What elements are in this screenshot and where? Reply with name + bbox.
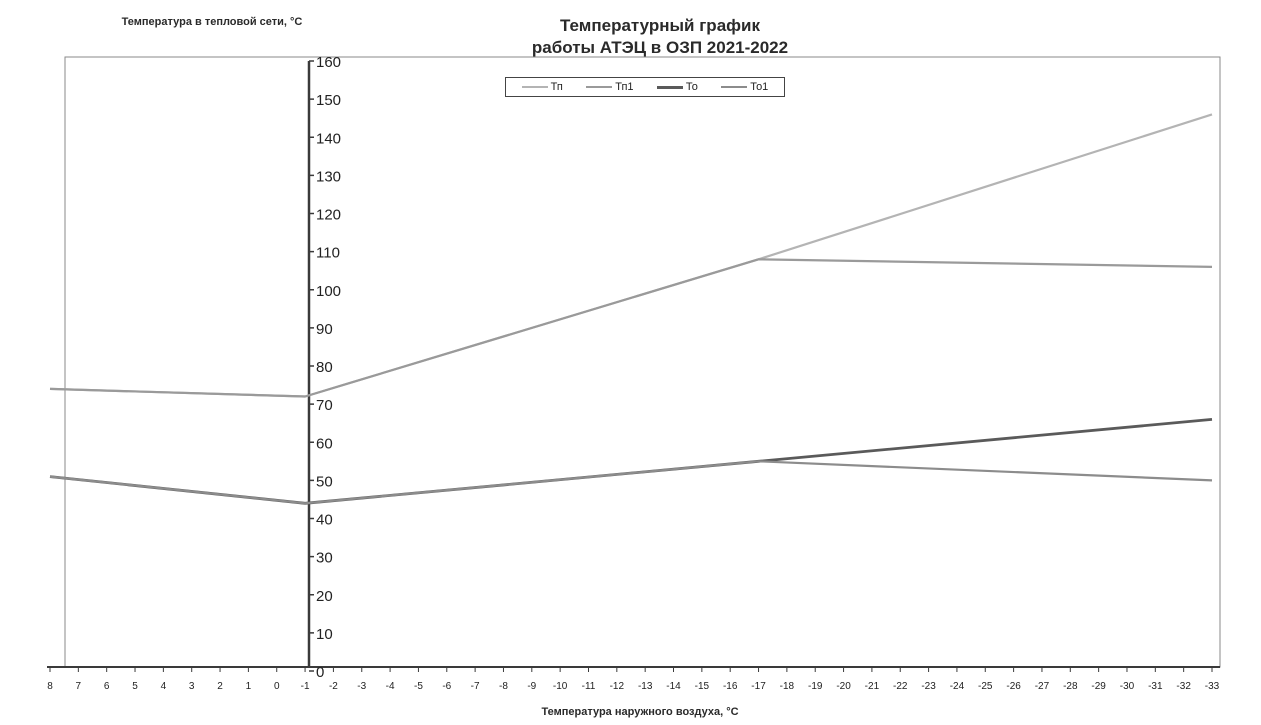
x-tick-label: -6 — [442, 681, 451, 692]
x-tick-label: -21 — [865, 681, 880, 692]
x-tick-label: -22 — [893, 681, 908, 692]
y-tick-label: 150 — [316, 92, 341, 109]
x-tick-label: -11 — [582, 681, 596, 692]
x-tick-label: 1 — [246, 681, 252, 692]
legend-item-tp: Тп — [521, 81, 563, 93]
x-tick-label: 6 — [104, 681, 110, 692]
x-tick-label: 4 — [161, 681, 167, 692]
x-tick-label: -25 — [978, 681, 993, 692]
y-tick-label: 70 — [316, 397, 333, 414]
x-tick-label: -18 — [780, 681, 795, 692]
x-tick-label: -4 — [386, 681, 395, 692]
x-tick-label: 0 — [274, 681, 280, 692]
x-tick-label: -5 — [414, 681, 423, 692]
x-tick-label: -23 — [921, 681, 936, 692]
series-line-3 — [49, 418, 1213, 505]
y-tick-label: 10 — [316, 626, 333, 643]
x-tick-label: -32 — [1176, 681, 1191, 692]
x-tick-label: 2 — [217, 681, 223, 692]
y-tick-label: 140 — [316, 130, 341, 147]
y-tick-label: 50 — [316, 473, 333, 490]
x-tick-label: -19 — [808, 681, 823, 692]
x-tick-label: -27 — [1035, 681, 1050, 692]
series-line-2 — [49, 258, 1213, 398]
y-tick-label: 20 — [316, 588, 333, 605]
x-tick-label: -33 — [1205, 681, 1220, 692]
chart-title-line-1: Температурный график — [560, 16, 760, 35]
y-tick-label: 0 — [316, 664, 324, 681]
plot-frame — [64, 56, 1221, 668]
x-tick-label: -9 — [527, 681, 536, 692]
x-tick-label: -1 — [301, 681, 310, 692]
legend-label-tp1: Тп1 — [615, 81, 634, 93]
x-tick-label: -31 — [1148, 681, 1163, 692]
x-tick-label: -8 — [499, 681, 508, 692]
x-tick-label: -30 — [1120, 681, 1135, 692]
x-axis-label: Температура наружного воздуха, °С — [541, 706, 739, 718]
legend-item-to1: То1 — [721, 81, 768, 93]
y-tick-label: 90 — [316, 321, 333, 338]
legend-label-to1: То1 — [750, 81, 769, 93]
x-tick-label: -2 — [329, 681, 338, 692]
y-tick-label: 110 — [316, 245, 340, 262]
x-tick-label: 8 — [47, 681, 53, 692]
legend-swatch-to — [656, 85, 683, 89]
y-axis-label: Температура в тепловой сети, °С — [121, 16, 303, 28]
legend-item-tp1: Тп1 — [586, 81, 634, 93]
x-tick-label: -20 — [836, 681, 851, 692]
series-line-1 — [49, 113, 1213, 398]
y-tick-label: 160 — [316, 54, 341, 71]
x-tick-label: -12 — [610, 681, 625, 692]
x-tick-label: -14 — [666, 681, 681, 692]
x-tick-label: -16 — [723, 681, 738, 692]
x-tick-label: -7 — [471, 681, 480, 692]
x-tick-label: -17 — [751, 681, 766, 692]
series-lines — [49, 113, 1213, 505]
y-tick-label: 80 — [316, 359, 333, 376]
x-tick-label: -26 — [1006, 681, 1021, 692]
legend-label-tp: Тп — [550, 81, 563, 93]
x-tick-label: -13 — [638, 681, 653, 692]
legend-swatch-to1 — [721, 86, 748, 88]
legend-item-to: То — [656, 81, 698, 93]
legend-swatch-tp1 — [586, 86, 613, 88]
legend-label-to: То — [685, 81, 698, 93]
y-axis: 0 10 20 30 40 50 60 70 80 90 100 110 120 130 140 150 160 — [307, 54, 341, 681]
y-tick-label: 120 — [316, 207, 341, 224]
x-tick-label: 7 — [76, 681, 82, 692]
y-tick-label: 30 — [316, 550, 333, 567]
chart-title-line-2: работы АТЭЦ в ОЗП 2021-2022 — [531, 38, 789, 57]
y-tick-label: 100 — [316, 283, 341, 300]
x-tick-label: -29 — [1091, 681, 1106, 692]
y-tick-label: 130 — [316, 168, 341, 185]
x-tick-label: -24 — [950, 681, 965, 692]
series-line-4 — [49, 460, 1213, 505]
chart-title: Температурный график работы АТЭЦ в ОЗП 2… — [430, 15, 890, 59]
chart-legend: Тп Тп1 То То1 — [505, 77, 785, 97]
y-tick-label: 40 — [316, 512, 333, 529]
x-tick-label: 5 — [132, 681, 138, 692]
legend-swatch-tp — [521, 86, 548, 88]
x-tick-label: -10 — [553, 681, 568, 692]
y-tick-label: 60 — [316, 435, 333, 452]
x-tick-label: 3 — [189, 681, 195, 692]
x-tick-label: -28 — [1063, 681, 1078, 692]
x-tick-label: -3 — [357, 681, 366, 692]
x-tick-label: -15 — [695, 681, 710, 692]
x-axis: 8 7 6 5 4 3 2 1 0 -1 -2 -3 -4 -5 -6 -7 -8 -9 -10 -11 -12 -13 -… — [47, 666, 1220, 692]
